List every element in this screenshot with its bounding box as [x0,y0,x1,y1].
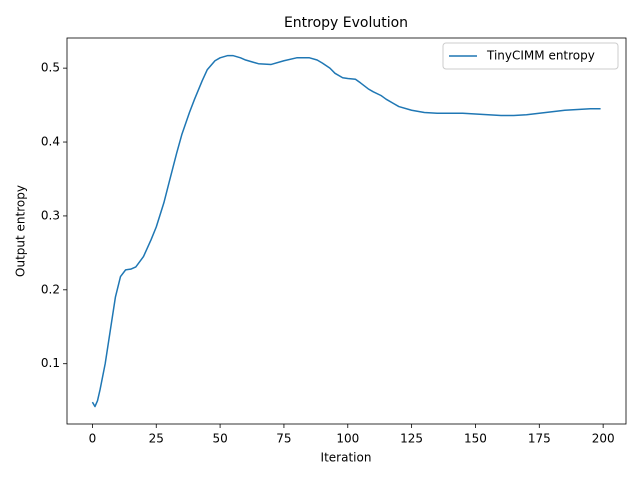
y-tick-label: 0.1 [41,356,60,370]
x-tick-label: 125 [400,432,423,446]
legend-box [442,42,619,70]
x-tick-label: 175 [528,432,551,446]
x-tick-label: 25 [149,432,164,446]
y-tick-label: 0.4 [41,135,60,149]
y-axis-label: Output entropy [14,185,28,277]
data-line [91,54,601,408]
legend-label: TinyCIMM entropy [486,49,595,63]
x-tick-label: 150 [464,432,487,446]
x-tick-label: 75 [276,432,291,446]
x-axis-label: Iteration [321,451,372,465]
x-tick-label: 100 [336,432,359,446]
y-tick-label: 0.5 [41,61,60,75]
axes-frame [66,37,627,425]
x-tick-label: 50 [212,432,227,446]
x-tick-label: 200 [592,432,615,446]
x-tick-label: 0 [89,432,97,446]
chart-title: Entropy Evolution [284,15,408,31]
y-tick-label: 0.2 [41,282,60,296]
y-tick-label: 0.3 [41,208,60,222]
